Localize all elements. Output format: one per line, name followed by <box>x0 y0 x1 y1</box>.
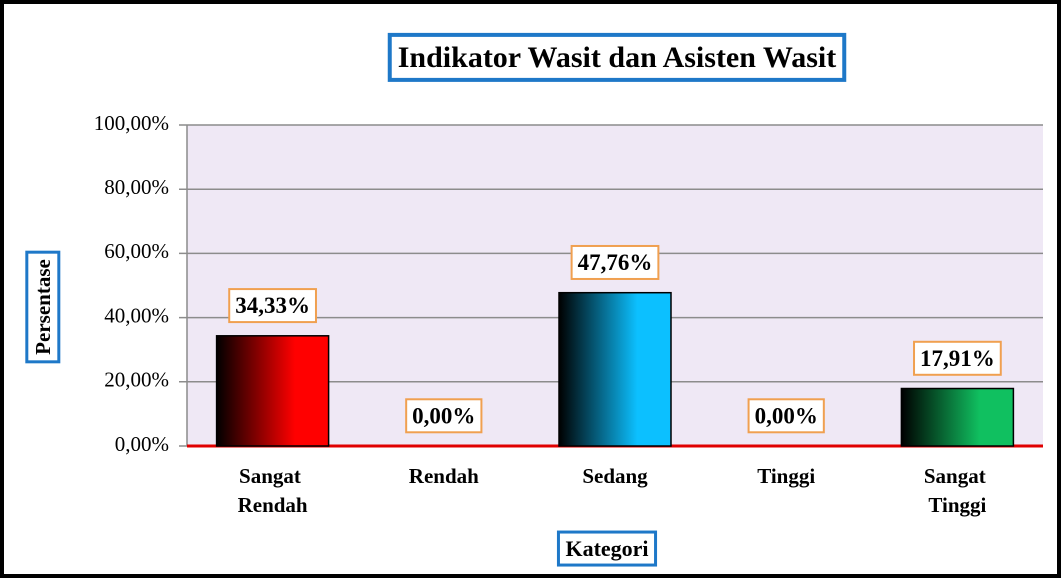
y-axis-title: Persentase <box>31 259 55 355</box>
label-box <box>405 398 483 434</box>
chart-title: Indikator Wasit dan Asisten Wasit <box>398 41 837 74</box>
y-tick-label: 0,00% <box>115 432 169 456</box>
label-box <box>913 340 1002 376</box>
bar <box>215 335 330 447</box>
y-tick-label: 40,00% <box>104 303 169 327</box>
data-label: 0,00% <box>755 403 818 428</box>
data-label: 34,33% <box>235 293 310 318</box>
x-tick-label: Sangat Rendah <box>238 464 308 517</box>
label-box <box>387 32 847 82</box>
y-tick-label: 60,00% <box>104 239 169 263</box>
bar <box>900 387 1015 447</box>
data-label: 17,91% <box>920 346 995 371</box>
bar <box>558 291 672 447</box>
label-box <box>25 250 61 364</box>
x-tick-label: Rendah <box>409 464 479 488</box>
label-box <box>570 244 660 280</box>
label-box <box>747 398 825 434</box>
label-box <box>228 288 317 324</box>
y-tick-label: 80,00% <box>104 175 169 199</box>
data-label: 47,76% <box>578 250 653 275</box>
x-tick-label: Sangat Tinggi <box>924 464 991 517</box>
x-tick-label: Tinggi <box>757 464 815 488</box>
label-box <box>556 530 658 567</box>
data-label: 0,00% <box>412 403 475 428</box>
y-tick-label: 20,00% <box>104 368 169 392</box>
x-axis-title: Kategori <box>565 536 648 561</box>
y-tick-label: 100,00% <box>94 111 169 135</box>
x-tick-label: Sedang <box>582 464 648 488</box>
